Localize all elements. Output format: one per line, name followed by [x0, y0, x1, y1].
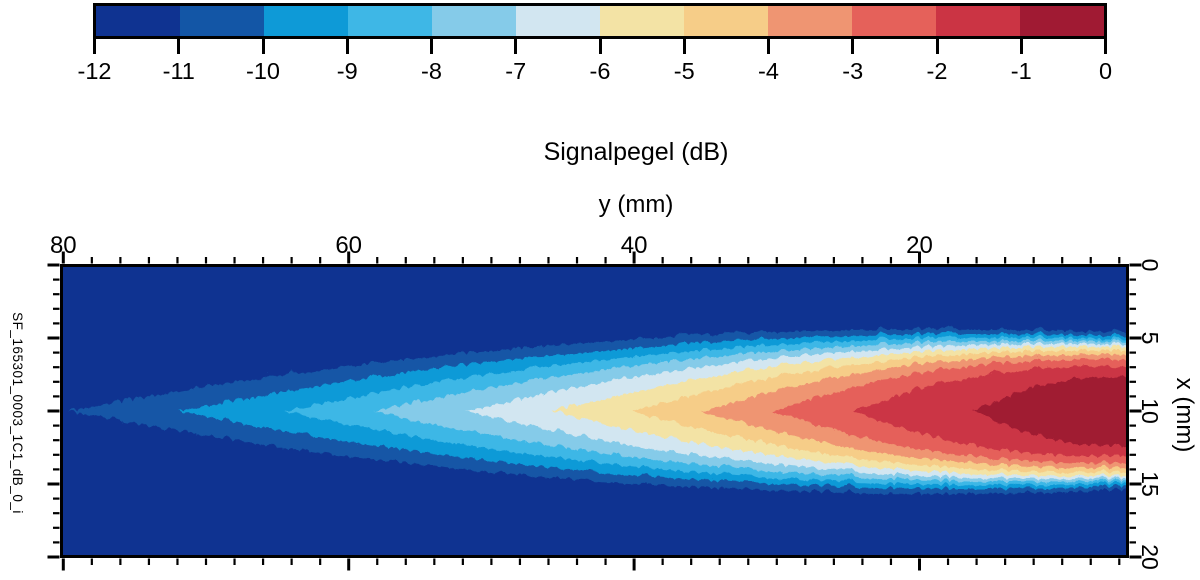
colorbar-tick — [767, 39, 770, 54]
colorbar-tick — [430, 39, 433, 54]
right-tick-label-text: 0 — [1137, 258, 1163, 272]
right-tick-label-text: 10 — [1137, 398, 1163, 424]
colorbar-segment--2-to--1 — [936, 6, 1020, 36]
colorbar-tick-label: -2 — [926, 58, 948, 84]
colorbar-tick — [1104, 39, 1107, 54]
colorbar-tick-label: -1 — [1010, 58, 1032, 84]
colorbar-tick-label: 0 — [1098, 58, 1113, 84]
colorbar-segment--10-to--9 — [264, 6, 348, 36]
colorbar-tick-label: -9 — [336, 58, 358, 84]
colorbar-tick-label: -5 — [673, 58, 695, 84]
colorbar-segment--3-to--2 — [852, 6, 936, 36]
colorbar-segment--4-to--3 — [768, 6, 852, 36]
colorbar-tick — [514, 39, 518, 54]
scan-id-text: SF_165301_0003_1C1_dB_0_i — [10, 312, 25, 514]
colorbar-segment--1-to-0 — [1020, 6, 1104, 36]
colorbar-tick — [345, 39, 349, 54]
beam-contours — [66, 327, 1128, 492]
plot-title: Signalpegel (dB) — [543, 138, 729, 166]
plot-border — [60, 264, 1129, 558]
colorbar-tick — [682, 39, 686, 54]
colorbar — [93, 3, 1107, 39]
colorbar-tick-label: -10 — [246, 58, 280, 84]
colorbar-tick — [93, 39, 96, 54]
colorbar-tick-label: -11 — [162, 58, 195, 84]
colorbar-segment--5-to--4 — [684, 6, 768, 36]
right-tick-label-text: 5 — [1137, 331, 1163, 345]
colorbar-tick — [1019, 39, 1023, 54]
right-tick-label-text: 15 — [1137, 471, 1163, 497]
colorbar-tick-label: -12 — [77, 58, 112, 84]
colorbar-tick — [851, 39, 855, 54]
colorbar-tick — [261, 39, 265, 54]
colorbar-segment--12-to--11 — [96, 6, 180, 36]
colorbar-tick-label: -7 — [505, 58, 527, 84]
colorbar-segment--7-to--6 — [516, 6, 600, 36]
axis-ticks — [47, 251, 1142, 571]
colorbar-tick — [598, 39, 602, 54]
colorbar-tick — [935, 39, 939, 54]
colorbar-tick — [177, 39, 181, 54]
colorbar-tick-label: -6 — [589, 58, 611, 84]
colorbar-tick-label: -4 — [758, 58, 779, 84]
colorbar-tick-label: -3 — [842, 58, 864, 84]
colorbar-segment--6-to--5 — [600, 6, 684, 36]
colorbar-segment--11-to--10 — [180, 6, 264, 36]
y-axis-label: y (mm) — [598, 191, 674, 218]
colorbar-segment--9-to--8 — [348, 6, 432, 36]
x-axis-label-text: x (mm) — [1171, 377, 1198, 453]
contour-band--1dB — [972, 375, 1128, 445]
colorbar-tick-label: -8 — [421, 58, 442, 84]
right-tick-label-text: 20 — [1137, 544, 1163, 570]
colorbar-segment--8-to--7 — [432, 6, 516, 36]
